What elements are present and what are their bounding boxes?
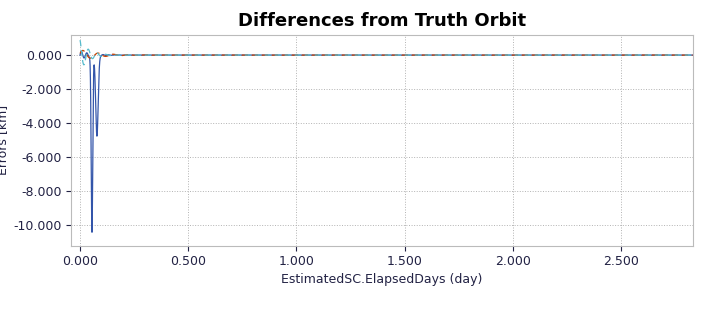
X-axis label: EstimatedSC.ElapsedDays (day): EstimatedSC.ElapsedDays (day) — [281, 272, 483, 286]
Title: Differences from Truth Orbit: Differences from Truth Orbit — [238, 12, 526, 30]
Y-axis label: Errors [km]: Errors [km] — [0, 105, 9, 175]
